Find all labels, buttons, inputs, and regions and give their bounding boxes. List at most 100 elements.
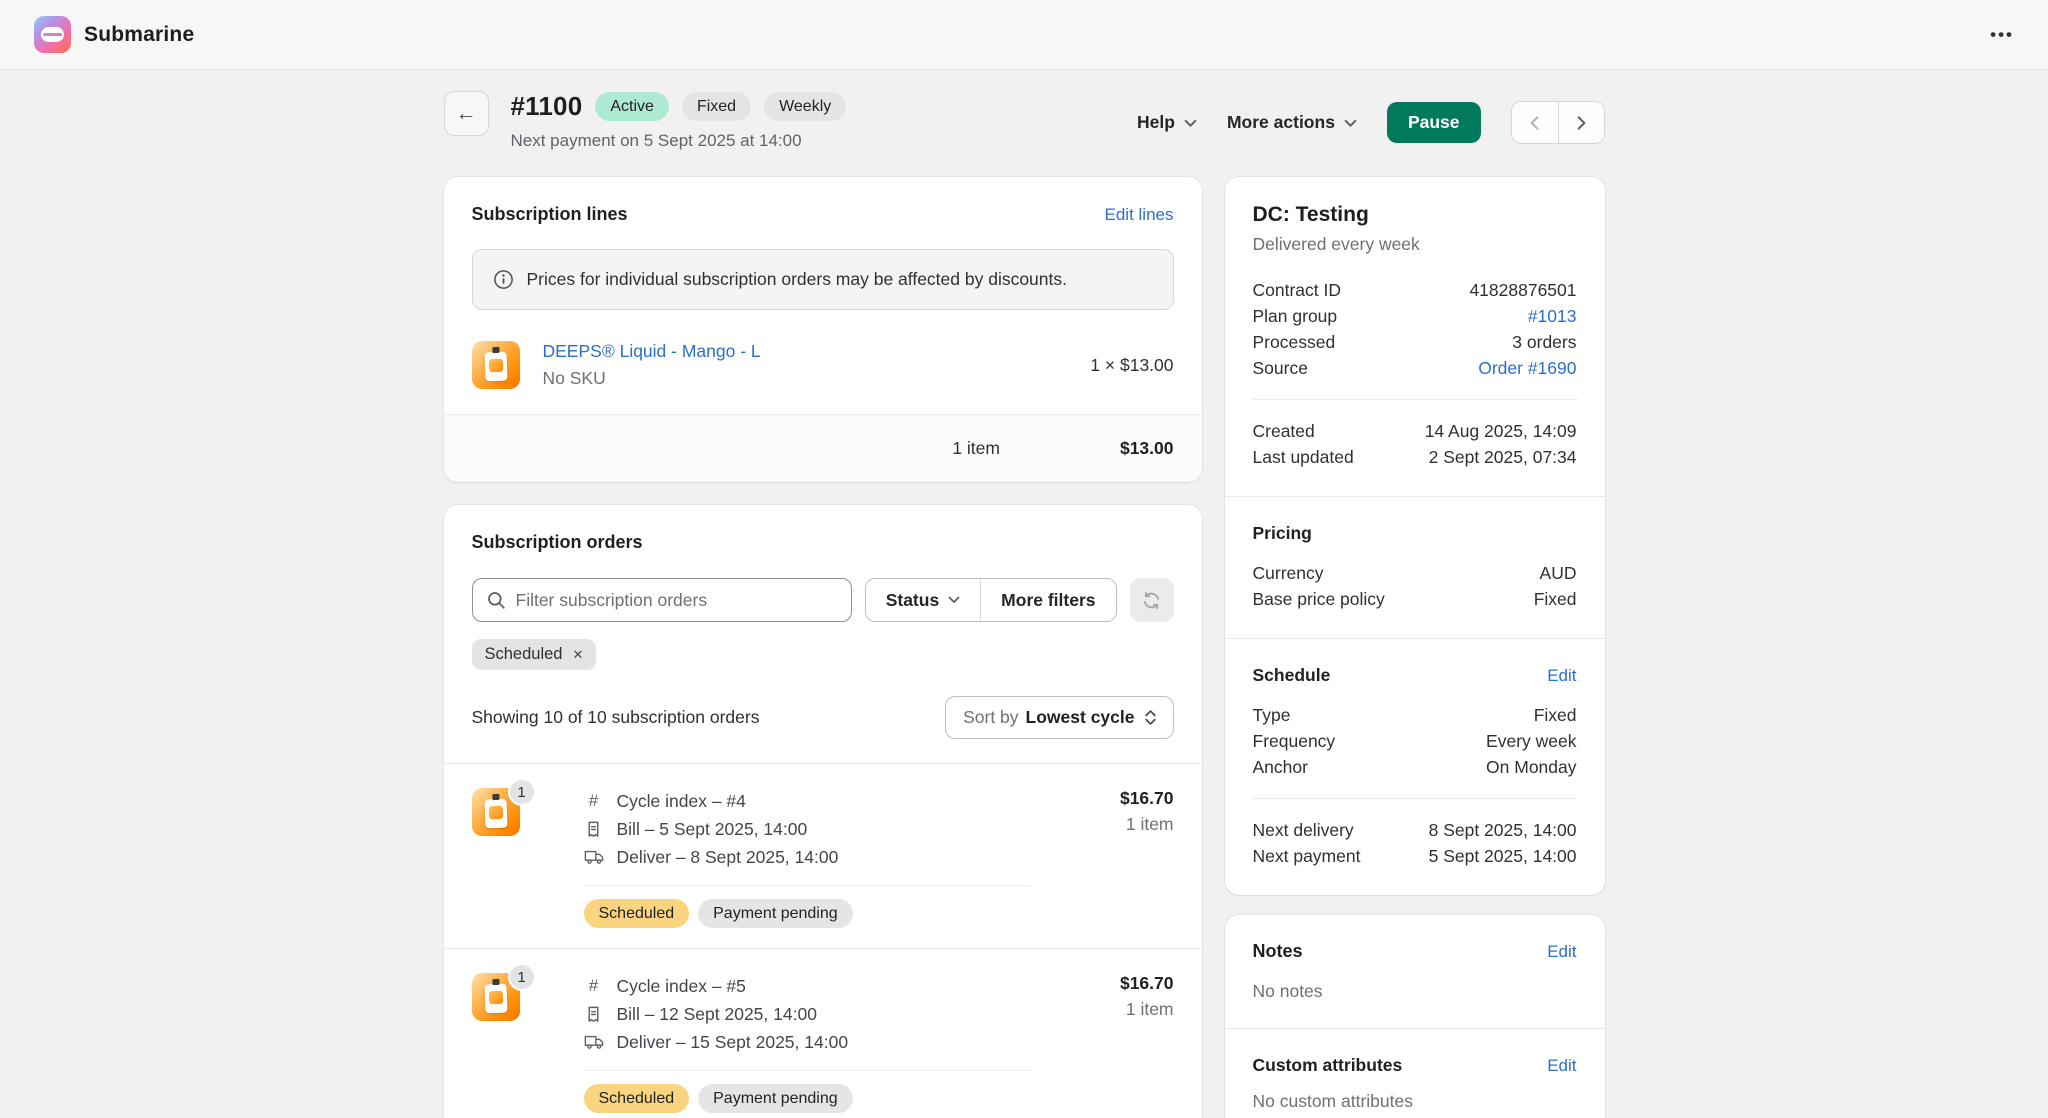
more-filters-button[interactable]: More filters [980,579,1116,621]
contract-title: DC: Testing [1252,203,1369,226]
more-actions-label: More actions [1226,112,1335,132]
order-row[interactable]: 1 # Cycle index – #5 Bill – 12 Sept 2025,… [443,948,1202,1118]
brand: Submarine [34,16,194,53]
status-filter-button[interactable]: Status [865,579,981,621]
edit-lines-link[interactable]: Edit lines [1104,204,1174,224]
overflow-menu-icon[interactable]: ••• [1990,25,2014,44]
order-price: $16.70 [1119,788,1174,808]
kv-label: Anchor [1252,757,1308,777]
schedule-title: Schedule [1252,665,1331,685]
kv-label: Processed [1252,332,1336,352]
back-button[interactable]: ← [443,91,489,136]
status-filter-label: Status [885,589,940,610]
next-record-button[interactable] [1557,102,1604,143]
order-row[interactable]: 1 # Cycle index – #4 Bill – 5 Sept 2025, … [444,764,1202,948]
created-value: 14 Aug 2025, 14:09 [1424,421,1577,441]
lines-footer: 1 item $13.00 [443,414,1202,482]
submarine-logo-icon [34,16,71,53]
chevron-down-icon [948,596,960,603]
plan-group-link[interactable]: #1013 [1527,306,1577,326]
chevron-left-icon [1530,115,1539,130]
page-content: ← #1100 Active Fixed Weekly Next payment… [443,70,1605,1118]
bill-date-text: Bill – 5 Sept 2025, 14:00 [616,819,808,839]
next-payment-value: 5 Sept 2025, 14:00 [1428,846,1577,866]
type-badge: Fixed [681,92,752,121]
brand-name: Submarine [84,22,195,46]
remove-filter-button[interactable]: ✕ [572,647,584,662]
contract-id-value: 41828876501 [1469,280,1577,300]
kv-label: Last updated [1252,447,1354,467]
truck-icon [584,1035,603,1049]
cycle-index-text: Cycle index – #5 [616,976,746,996]
kv-label: Currency [1252,563,1324,583]
cycle-index-text: Cycle index – #4 [616,791,746,811]
back-arrow-icon: ← [455,101,477,125]
source-order-link[interactable]: Order #1690 [1478,358,1577,378]
subscription-orders-title: Subscription orders [471,532,643,552]
subscription-orders-card: Subscription orders Status [443,505,1202,1118]
receipt-icon [588,821,599,837]
refresh-button[interactable] [1129,578,1174,622]
truck-icon [584,850,603,864]
schedule-section: Schedule Edit Type Fixed Frequency Every w… [1224,638,1605,895]
help-label: Help [1137,112,1175,132]
status-badge: Active [595,92,669,121]
notes-attributes-card: Notes Edit No notes Custom attributes Ed… [1224,915,1605,1118]
refresh-icon [1143,591,1160,609]
prev-record-button[interactable] [1512,102,1558,143]
order-item-count: 1 item [1125,999,1174,1019]
order-item-count: 1 item [1125,814,1174,834]
pause-button[interactable]: Pause [1386,102,1481,143]
kv-label: Base price policy [1252,589,1385,609]
more-actions-button[interactable]: More actions [1227,112,1357,133]
kv-row: Type Fixed [1253,702,1577,728]
sort-button[interactable]: Sort by Lowest cycle [945,696,1174,739]
pouch-graphic [484,798,507,829]
edit-schedule-link[interactable]: Edit [1547,665,1577,685]
next-delivery-value: 8 Sept 2025, 14:00 [1428,820,1577,840]
order-list: 1 # Cycle index – #4 Bill – 5 Sept 2025, … [443,763,1202,1118]
detail-sidebar: DC: Testing Delivered every week Contrac… [1224,177,1605,1118]
applied-filter-label: Scheduled [484,645,563,663]
kv-label: Next payment [1252,846,1361,866]
page-title: #1100 [510,91,583,121]
chevron-down-icon [1344,119,1357,127]
deliver-date-text: Deliver – 8 Sept 2025, 14:00 [616,847,839,867]
item-count: 1 item [952,438,1000,458]
help-menu-button[interactable]: Help [1137,112,1197,133]
kv-row: Frequency Every week [1253,728,1577,754]
product-image [471,341,520,389]
custom-attributes-empty-text: No custom attributes [1252,1091,1413,1111]
kv-row: Base price policy Fixed [1253,586,1577,612]
kv-row: Plan group #1013 [1253,303,1577,329]
deliver-date-text: Deliver – 15 Sept 2025, 14:00 [616,1032,849,1052]
edit-custom-attributes-link[interactable]: Edit [1547,1055,1577,1075]
contract-section: DC: Testing Delivered every week Contrac… [1225,177,1605,496]
kv-row: Next payment 5 Sept 2025, 14:00 [1253,843,1577,869]
kv-row: Processed 3 orders [1253,329,1577,355]
line-qty-price: 1 × $13.00 [1090,354,1174,375]
frequency-value: Every week [1486,731,1577,751]
row-divider [583,1070,1031,1071]
edit-notes-link[interactable]: Edit [1547,941,1577,961]
payment-pending-badge: Payment pending [698,1084,853,1113]
subscription-lines-title: Subscription lines [471,204,628,224]
line-total: $13.00 [1119,438,1174,458]
next-payment-subtitle: Next payment on 5 Sept 2025 at 14:00 [510,131,802,150]
kv-row: Last updated 2 Sept 2025, 07:34 [1253,444,1577,470]
kv-label: Source [1252,358,1308,378]
kv-label: Created [1252,421,1315,441]
kv-label: Next delivery [1252,820,1354,840]
pouch-graphic [484,983,507,1014]
product-link[interactable]: DEEPS® Liquid - Mango - L [542,341,761,361]
subscription-lines-card: Subscription lines Edit lines Prices for… [443,177,1202,482]
record-pagination [1510,101,1605,144]
notes-empty-text: No notes [1252,981,1323,1001]
search-icon [487,591,505,609]
kv-row: Contract ID 41828876501 [1253,277,1577,303]
filter-orders-input[interactable] [515,589,837,611]
anchor-value: On Monday [1486,757,1577,777]
sort-value: Lowest cycle [1025,707,1135,727]
section-divider [1252,798,1577,799]
product-sku: No SKU [542,368,606,388]
